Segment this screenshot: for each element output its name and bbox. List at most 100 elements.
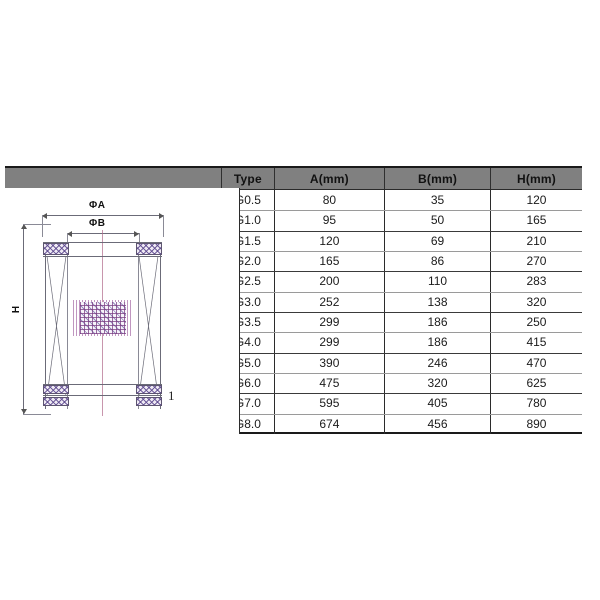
cell-a: 200 <box>273 271 384 292</box>
body-inner-right <box>138 243 139 409</box>
row-separator <box>240 291 582 293</box>
callout-marker-1: 1 <box>168 388 175 403</box>
table-body: G0.5 80 35 120 G1.0 95 50 165 G1.5 120 69 210 G2.0 16… <box>5 190 582 434</box>
dimension-label-inner-diameter: ΦB <box>89 218 106 229</box>
table-row: G6.0 475 320 625 <box>5 372 582 394</box>
body-outline-left <box>45 243 46 409</box>
cell-h: 320 <box>489 291 582 312</box>
cell-a: 165 <box>273 250 384 272</box>
dim-arrow-right-outer <box>159 212 164 219</box>
row-separator <box>240 352 582 354</box>
ext-line-inner-right <box>139 233 140 243</box>
dim-line-height <box>23 224 24 414</box>
row-separator <box>240 413 582 415</box>
cell-h: 625 <box>489 372 582 394</box>
end-cap-top-right <box>136 243 162 255</box>
cell-h: 283 <box>489 271 582 292</box>
row-separator <box>240 393 582 395</box>
table-row: G3.0 252 138 320 <box>5 291 582 312</box>
table-row: G1.5 120 69 210 <box>5 230 582 251</box>
ext-line-height-top <box>23 224 51 225</box>
cell-b: 405 <box>384 393 490 414</box>
end-cap-bottom-right-lower <box>136 397 162 406</box>
cell-h: 780 <box>489 393 582 414</box>
header-cell-h: H(mm) <box>489 168 582 189</box>
cell-h: 210 <box>489 230 582 251</box>
table-row: G4.0 299 186 415 <box>5 332 582 353</box>
dim-arrow-left-outer <box>42 212 47 219</box>
table-row: G2.0 165 86 270 <box>5 250 582 272</box>
top-face-line-2 <box>43 256 162 257</box>
cell-b: 186 <box>384 311 490 333</box>
cell-b: 110 <box>384 271 490 292</box>
cell-h: 890 <box>489 413 582 434</box>
cell-a: 299 <box>273 332 384 353</box>
dim-arrow-down-height <box>20 409 27 414</box>
cell-h: 270 <box>489 250 582 272</box>
cell-a: 299 <box>273 311 384 333</box>
cell-a: 120 <box>273 230 384 251</box>
row-separator <box>240 332 582 334</box>
cell-b: 50 <box>384 210 490 231</box>
ext-line-inner-left <box>67 233 68 243</box>
header-cell-drawing <box>5 168 221 189</box>
table-row: G1.0 95 50 165 <box>5 210 582 231</box>
bottom-face-line-2 <box>43 395 162 396</box>
end-cap-top-left <box>43 243 69 255</box>
cell-h: 250 <box>489 311 582 333</box>
dimension-label-outer-diameter: ΦA <box>89 200 106 211</box>
cell-b: 35 <box>384 190 490 211</box>
top-face-line <box>43 242 162 243</box>
pleat-pattern <box>46 255 159 397</box>
cell-a: 595 <box>273 393 384 414</box>
mesh-detail-block <box>80 302 126 334</box>
row-separator <box>240 372 582 374</box>
dim-arrow-up-height <box>20 224 27 229</box>
ext-line-height-bottom <box>23 414 51 415</box>
cell-b: 69 <box>384 230 490 251</box>
ext-line-outer-right <box>163 215 164 237</box>
body-inner-left <box>67 243 68 409</box>
cell-a: 252 <box>273 291 384 312</box>
cell-b: 246 <box>384 352 490 373</box>
dim-line-outer-diameter <box>42 215 164 216</box>
end-cap-bottom-left-upper <box>43 385 69 394</box>
row-separator <box>240 230 582 232</box>
body-outline-right <box>160 243 161 409</box>
table-row: G8.0 674 456 890 <box>5 413 582 434</box>
cell-b: 320 <box>384 372 490 394</box>
bottom-face-line <box>43 384 162 385</box>
ext-line-outer-left <box>42 215 43 237</box>
row-separator <box>240 250 582 252</box>
cell-b: 86 <box>384 250 490 272</box>
table-row: G5.0 390 246 470 <box>5 352 582 373</box>
cell-a: 674 <box>273 413 384 434</box>
cell-h: 470 <box>489 352 582 373</box>
table-row: G7.0 595 405 780 <box>5 393 582 414</box>
end-cap-bottom-right-upper <box>136 385 162 394</box>
cell-a: 390 <box>273 352 384 373</box>
cell-b: 138 <box>384 291 490 312</box>
dim-arrow-right-inner <box>134 230 139 237</box>
cell-h: 165 <box>489 210 582 231</box>
row-separator <box>240 311 582 313</box>
dim-line-inner-diameter <box>67 233 139 234</box>
table-header-row: Type A(mm) B(mm) H(mm) <box>5 168 582 190</box>
dim-arrow-left-inner <box>67 230 72 237</box>
cell-h: 415 <box>489 332 582 353</box>
table-row: G2.5 200 110 283 <box>5 271 582 292</box>
table-row: G0.5 80 35 120 <box>5 190 582 211</box>
table-row: G3.5 299 186 250 <box>5 311 582 333</box>
product-technical-drawing: ΦA ΦB H <box>5 188 240 434</box>
cell-b: 456 <box>384 413 490 434</box>
cell-a: 95 <box>273 210 384 231</box>
cell-a: 80 <box>273 190 384 211</box>
specification-table: Type A(mm) B(mm) H(mm) G0.5 80 35 120 G1.0 95… <box>5 166 582 434</box>
cell-h: 120 <box>489 190 582 211</box>
row-separator <box>240 271 582 273</box>
header-cell-type: Type <box>221 168 274 189</box>
header-cell-a: A(mm) <box>273 168 384 189</box>
row-separator <box>240 210 582 212</box>
end-cap-bottom-left-lower <box>43 397 69 406</box>
